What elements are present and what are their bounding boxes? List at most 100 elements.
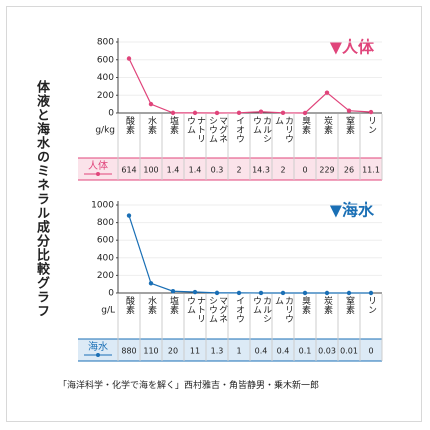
value-label: 0.01 bbox=[340, 347, 358, 356]
point bbox=[368, 109, 374, 115]
value-label: 1.3 bbox=[211, 347, 224, 356]
frame bbox=[6, 6, 422, 422]
value-label: 2 bbox=[236, 166, 241, 175]
value-label: 11 bbox=[190, 347, 200, 356]
value-label: 614 bbox=[121, 166, 136, 175]
series-label: 人体 bbox=[88, 160, 108, 172]
x-tick-label: イオウ bbox=[234, 296, 244, 323]
x-tick-label-box: ナトリウム bbox=[185, 296, 205, 323]
x-tick-label-box: 塩素 bbox=[168, 296, 178, 314]
x-tick-label-box: 塩素 bbox=[168, 116, 178, 134]
x-tick-label-box: 炭素 bbox=[322, 116, 332, 134]
value-label: 0 bbox=[302, 166, 307, 175]
chart-title: ▼海水 bbox=[330, 201, 375, 220]
value-label: 1.4 bbox=[167, 166, 180, 175]
point bbox=[324, 290, 330, 296]
x-tick-label-box: リン bbox=[366, 116, 376, 134]
x-tick-label-box: 酸素 bbox=[124, 296, 134, 314]
x-tick-label: 臭素 bbox=[300, 296, 310, 314]
point bbox=[192, 110, 198, 116]
value-label: 0.4 bbox=[277, 347, 290, 356]
point bbox=[302, 290, 308, 296]
x-tick-label-box: カルシウム bbox=[251, 116, 271, 143]
value-label: 100 bbox=[143, 166, 158, 175]
x-tick-label: 窒素 bbox=[344, 296, 354, 314]
x-tick-label: 水素 bbox=[146, 116, 156, 134]
value-label: 0.1 bbox=[299, 347, 312, 356]
source: 「海洋科学・化学で海を解く」西村雅吉・角皆静男・乗木新一郎 bbox=[58, 381, 320, 391]
x-tick-label: ナトリウム bbox=[185, 116, 205, 143]
value-label: 11.1 bbox=[362, 166, 380, 175]
x-tick-label-box: 炭素 bbox=[322, 296, 332, 314]
point bbox=[126, 213, 132, 218]
value-label: 20 bbox=[168, 347, 178, 356]
x-tick-label: 臭素 bbox=[300, 116, 310, 134]
x-tick-label: カルシウム bbox=[251, 296, 271, 323]
x-tick-label-box: 窒素 bbox=[344, 296, 354, 314]
x-tick-label-box: カリウム bbox=[273, 296, 293, 323]
legend-dot bbox=[96, 353, 100, 357]
legend-dot bbox=[96, 172, 100, 176]
point bbox=[148, 281, 154, 286]
x-tick-label: ナトリウム bbox=[185, 296, 205, 323]
page-title: 体液と海水のミネラル成分比較グラフ bbox=[34, 80, 49, 318]
table-row bbox=[78, 339, 382, 361]
x-tick-label-box: リン bbox=[366, 296, 376, 314]
x-tick-label-box: 水素 bbox=[146, 116, 156, 134]
series-line bbox=[128, 215, 372, 294]
x-tick-label: カルシウム bbox=[251, 116, 271, 143]
point bbox=[280, 110, 286, 116]
x-tick-label-box: イオウ bbox=[234, 116, 244, 143]
y-unit: g/kg bbox=[95, 126, 115, 136]
y-tick-label: 400 bbox=[97, 73, 114, 83]
x-tick-label-box: 窒素 bbox=[344, 116, 354, 134]
value-label: 0.4 bbox=[255, 347, 268, 356]
y-tick-label: 200 bbox=[97, 271, 114, 281]
x-tick-label-box: 水素 bbox=[146, 296, 156, 314]
table-row bbox=[78, 158, 382, 180]
x-tick-label-box: 臭素 bbox=[300, 296, 310, 314]
x-tick-label: 塩素 bbox=[168, 296, 178, 314]
x-tick-label-box: カルシウム bbox=[251, 296, 271, 323]
point bbox=[148, 101, 154, 107]
x-tick-label: 酸素 bbox=[124, 296, 134, 314]
x-tick-label: 炭素 bbox=[322, 296, 332, 314]
x-tick-label: 塩素 bbox=[168, 116, 178, 134]
value-label: 26 bbox=[344, 166, 354, 175]
point bbox=[214, 110, 220, 116]
series-label: 海水 bbox=[88, 340, 108, 353]
point bbox=[346, 108, 352, 113]
value-label: 1 bbox=[236, 347, 241, 356]
value-label: 14.3 bbox=[252, 166, 270, 175]
value-label: 0.3 bbox=[211, 166, 224, 175]
y-tick-label: 0 bbox=[108, 109, 114, 119]
y-tick-label: 800 bbox=[97, 218, 114, 228]
point bbox=[302, 110, 308, 116]
x-tick-label: リン bbox=[366, 296, 376, 314]
series-line bbox=[128, 58, 372, 114]
x-tick-label: カリウム bbox=[273, 296, 293, 323]
x-tick-label-box: カリウム bbox=[273, 116, 293, 143]
value-label: 0.03 bbox=[318, 347, 336, 356]
point bbox=[214, 290, 220, 296]
value-label: 110 bbox=[143, 347, 158, 356]
value-label: 2 bbox=[280, 166, 285, 175]
y-tick-label: 0 bbox=[108, 289, 114, 299]
point bbox=[346, 290, 352, 296]
y-tick-label: 1000 bbox=[91, 201, 114, 211]
x-tick-label: マグネシウム bbox=[207, 116, 227, 143]
x-tick-label: イオウ bbox=[234, 116, 244, 143]
point bbox=[258, 109, 264, 114]
x-tick-label-box: 酸素 bbox=[124, 116, 134, 134]
x-tick-label-box: 臭素 bbox=[300, 116, 310, 134]
point bbox=[258, 290, 264, 296]
y-tick-label: 400 bbox=[97, 253, 114, 263]
x-tick-label: 水素 bbox=[146, 296, 156, 314]
x-tick-label: 炭素 bbox=[322, 116, 332, 134]
y-unit: g/L bbox=[101, 306, 115, 316]
x-tick-label: カリウム bbox=[273, 116, 293, 143]
point bbox=[170, 289, 176, 294]
point bbox=[236, 290, 242, 296]
